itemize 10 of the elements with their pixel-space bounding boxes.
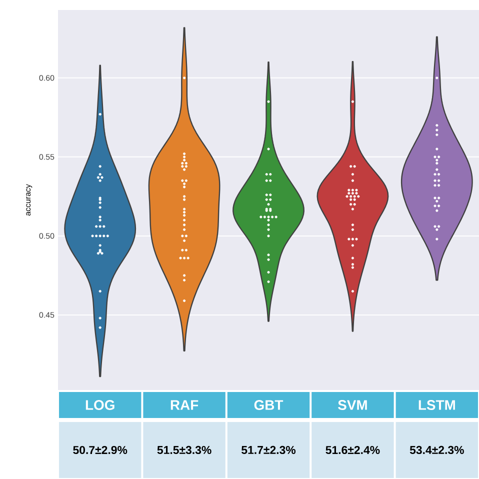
text: 51.5±3.3% [157, 446, 212, 454]
text: 51.6±2.4% [326, 446, 380, 454]
x-tick-label: LOG [86, 400, 114, 410]
text: 50.7±2.9% [73, 446, 128, 454]
x-tick-label: SVM [338, 400, 367, 410]
x-tick-label: GBT [254, 400, 284, 410]
text: 53.4±2.3% [410, 446, 464, 454]
x-tick-label: RAF [170, 400, 198, 410]
x-tick-label: LSTM [418, 400, 455, 410]
text: 51.7±2.3% [242, 446, 296, 454]
